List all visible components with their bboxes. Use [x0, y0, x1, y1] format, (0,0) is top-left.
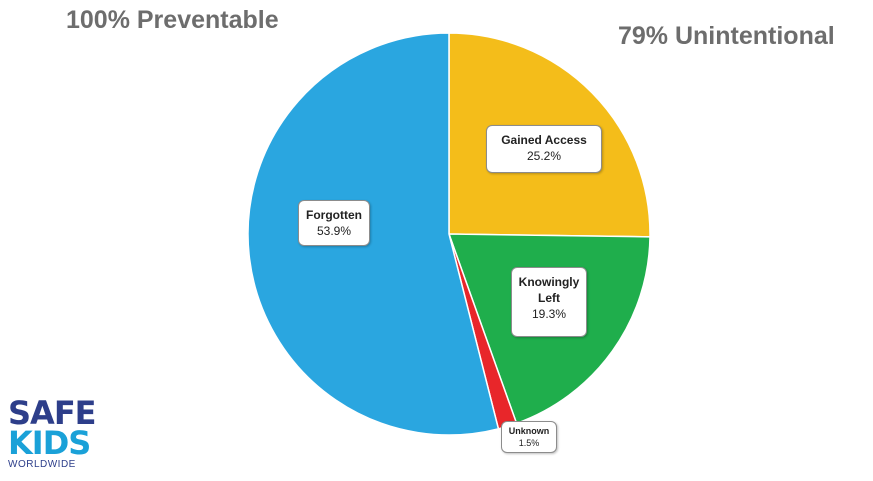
slice-label-knowingly-left-name: Knowingly Left [518, 275, 580, 306]
logo-text-worldwide: WORLDWIDE [8, 459, 76, 470]
slice-label-knowingly-left: Knowingly Left 19.3% [511, 267, 587, 337]
slice-label-forgotten-name: Forgotten [306, 208, 362, 222]
headline-preventable: 100% Preventable [66, 6, 279, 34]
safe-kids-logo: SAFE KIDS WORLDWIDE [8, 394, 138, 470]
headline-unintentional: 79% Unintentional [618, 22, 835, 50]
slice-label-unknown-value: 1.5% [518, 438, 540, 449]
slice-label-gained-access: Gained Access 25.2% [486, 125, 602, 173]
logo-text-kids: KIDS [8, 424, 91, 462]
slice-label-gained-access-name: Gained Access [501, 133, 587, 147]
slice-label-gained-access-value: 25.2% [526, 149, 562, 164]
logo-text-safe: SAFE [8, 394, 97, 432]
slice-label-unknown: Unknown 1.5% [501, 421, 557, 453]
slice-label-knowingly-left-value: 19.3% [531, 307, 567, 322]
pie-slice-forgotten [247, 32, 500, 436]
slice-label-unknown-name: Unknown [508, 426, 550, 436]
slice-label-forgotten: Forgotten 53.9% [298, 200, 370, 246]
slice-label-forgotten-value: 53.9% [316, 224, 352, 239]
